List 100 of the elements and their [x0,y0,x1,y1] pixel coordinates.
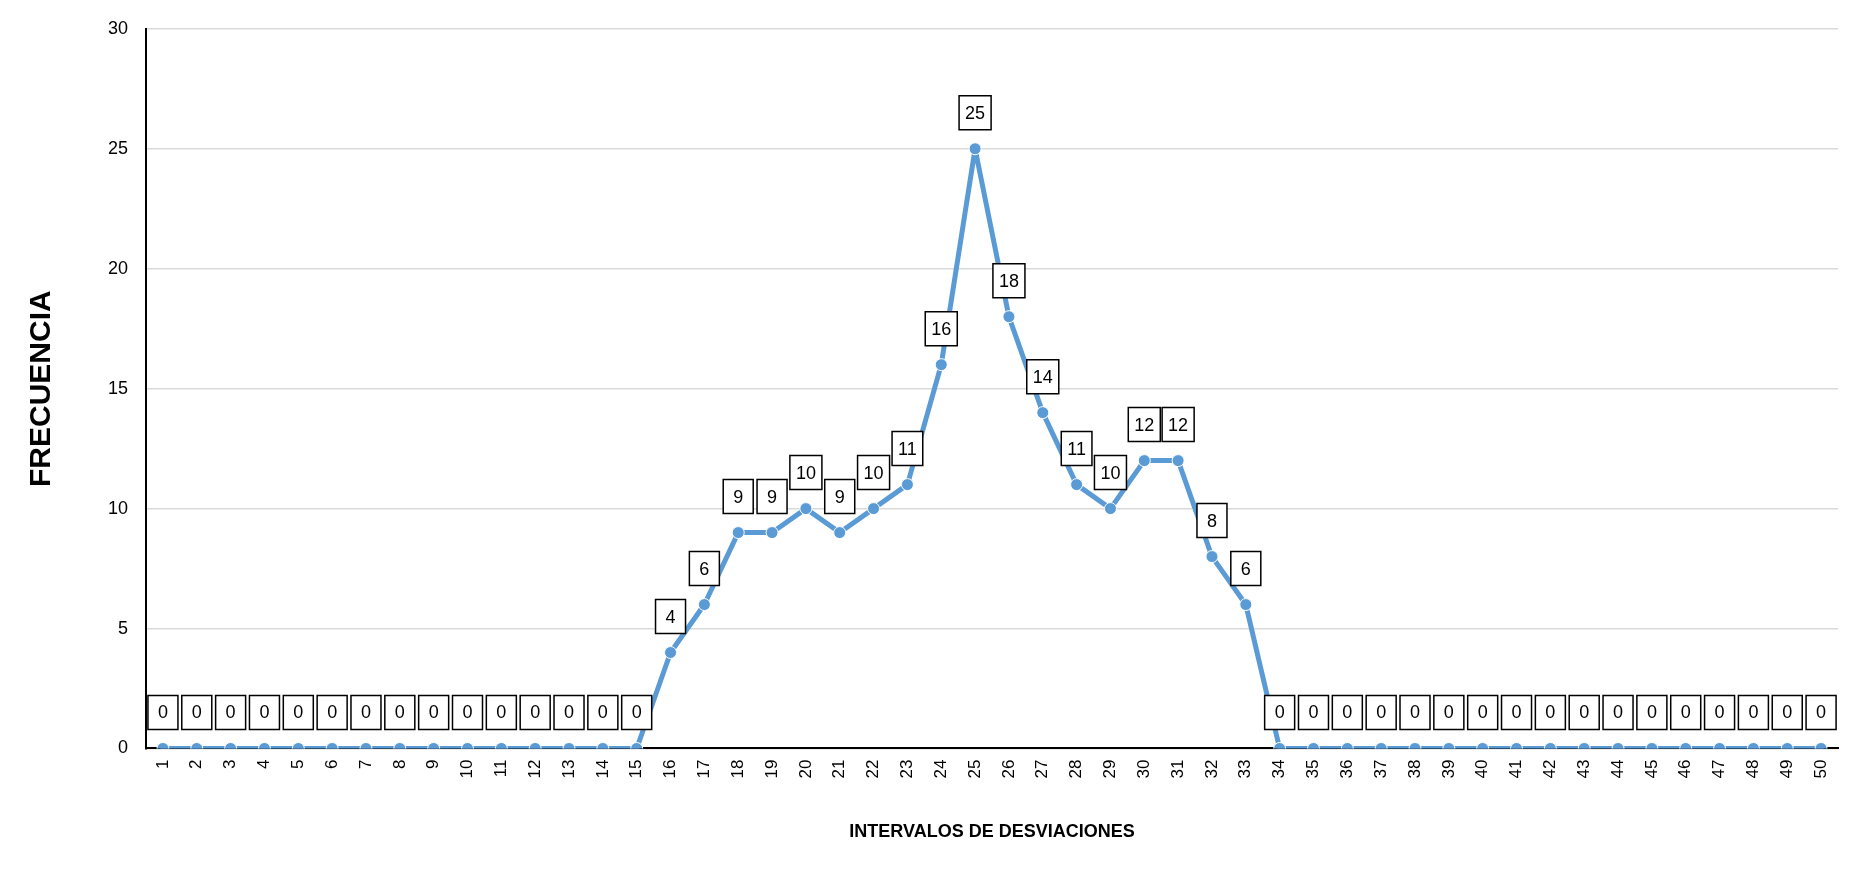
data-label: 10 [1100,462,1121,483]
data-label: 6 [699,558,710,579]
x-tick-label: 9 [423,759,443,769]
data-label: 0 [394,702,405,723]
x-tick-label: 1 [152,759,172,769]
data-label: 0 [1748,702,1759,723]
x-tick-label: 41 [1506,759,1526,779]
x-tick-label: 8 [389,759,409,769]
data-label: 12 [1134,414,1155,435]
x-tick-label: 35 [1303,759,1323,779]
x-tick-label: 37 [1370,759,1390,779]
x-tick-label: 29 [1100,759,1120,779]
data-label: 10 [795,462,816,483]
data-label: 0 [564,702,575,723]
data-label: 0 [191,702,202,723]
x-axis-title: INTERVALOS DE DESVIACIONES [849,821,1135,842]
y-tick-label: 0 [118,737,129,758]
x-tick-label: 49 [1776,759,1796,779]
data-label: 0 [1308,702,1319,723]
y-axis-title: FRECUENCIA [23,290,57,487]
x-tick-label: 25 [964,759,984,779]
data-label: 11 [898,438,917,459]
data-label: 0 [496,702,507,723]
data-label: 0 [428,702,439,723]
y-tick-label: 20 [107,257,129,278]
x-tick-label: 34 [1269,759,1289,779]
x-tick-label: 16 [660,759,680,779]
data-label: 0 [1680,702,1691,723]
y-tick-label: 10 [107,497,129,518]
data-label: 14 [1032,366,1053,387]
data-label: 18 [998,270,1019,291]
data-label: 9 [733,486,744,507]
data-label: 0 [1376,702,1387,723]
x-tick-label: 43 [1573,759,1593,779]
x-tick-label: 32 [1201,759,1221,779]
data-label: 0 [1782,702,1793,723]
x-tick-label: 28 [1066,759,1086,779]
data-label: 0 [327,702,338,723]
x-tick-label: 33 [1235,759,1255,779]
data-label: 0 [1613,702,1624,723]
data-label: 0 [1816,702,1827,723]
data-label: 0 [1410,702,1421,723]
data-label: 0 [1342,702,1353,723]
x-tick-label: 48 [1743,759,1763,779]
x-tick-label: 12 [524,759,544,779]
data-label: 0 [1714,702,1725,723]
x-tick-label: 7 [355,759,375,769]
x-tick-label: 46 [1675,759,1695,779]
x-tick-label: 30 [1133,759,1153,779]
x-tick-label: 21 [829,759,849,779]
x-tick-label: 6 [321,759,341,769]
data-label: 0 [225,702,236,723]
x-tick-label: 11 [491,759,511,778]
x-tick-label: 23 [897,759,917,779]
x-tick-label: 26 [998,759,1018,779]
y-tick-label: 25 [107,137,129,158]
x-tick-label: 38 [1404,759,1424,779]
data-label: 4 [665,606,676,627]
data-label: 25 [965,102,986,123]
data-label: 12 [1168,414,1189,435]
x-tick-label: 18 [727,759,747,779]
data-label: 0 [1443,702,1454,723]
x-tick-label: 15 [626,759,646,779]
data-label: 0 [1545,702,1556,723]
x-tick-label: 39 [1438,759,1458,779]
x-tick-label: 36 [1337,759,1357,779]
data-label: 0 [1511,702,1522,723]
x-tick-label: 42 [1540,759,1560,779]
x-tick-label: 4 [254,759,274,769]
data-label: 0 [259,702,270,723]
x-tick-label: 2 [186,759,206,769]
data-label: 0 [462,702,473,723]
data-label: 0 [1274,702,1285,723]
data-label: 0 [1646,702,1657,723]
x-tick-label: 45 [1641,759,1661,779]
data-label: 0 [360,702,371,723]
data-label: 0 [597,702,608,723]
y-tick-label: 30 [107,17,129,38]
data-label: 0 [631,702,642,723]
x-tick-label: 40 [1472,759,1492,779]
x-tick-label: 47 [1709,759,1729,779]
data-label: 0 [530,702,541,723]
data-label: 0 [293,702,304,723]
data-label: 0 [157,702,168,723]
data-label: 16 [931,318,952,339]
x-tick-label: 20 [795,759,815,779]
x-tick-label: 14 [592,759,612,779]
x-tick-label: 19 [761,759,781,779]
x-tick-label: 10 [457,759,477,779]
x-tick-label: 44 [1607,759,1627,779]
x-tick-label: 24 [930,759,950,779]
x-tick-label: 31 [1167,759,1187,779]
data-label: 11 [1067,438,1086,459]
data-label: 0 [1579,702,1590,723]
x-tick-label: 5 [287,759,307,769]
data-label: 8 [1206,510,1217,531]
data-label: 6 [1240,558,1251,579]
data-label: 0 [1477,702,1488,723]
x-tick-label: 50 [1810,759,1830,779]
data-label: 9 [834,486,845,507]
